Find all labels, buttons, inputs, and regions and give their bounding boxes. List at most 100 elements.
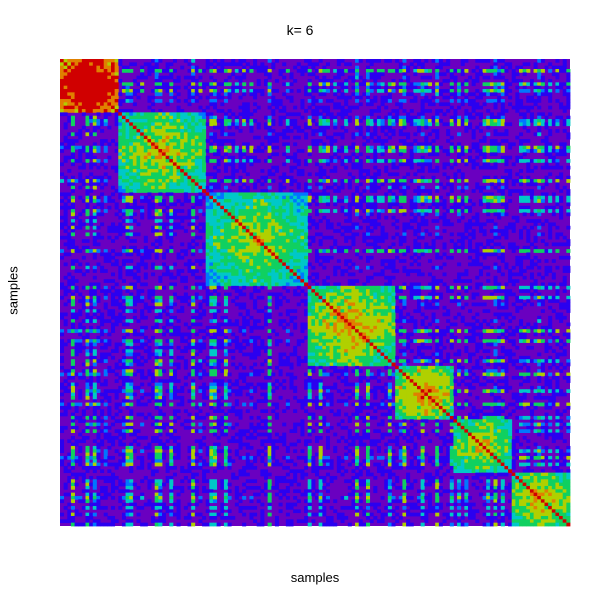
heatmap-cell bbox=[70, 65, 75, 70]
heatmap-cell bbox=[566, 192, 571, 197]
heatmap-cell bbox=[158, 279, 163, 283]
heatmap-cell bbox=[500, 195, 505, 200]
heatmap-cell bbox=[438, 59, 443, 63]
heatmap-cell bbox=[304, 209, 309, 213]
heatmap-cell bbox=[307, 89, 312, 93]
heatmap-cell bbox=[256, 259, 261, 263]
heatmap-cell bbox=[227, 275, 232, 280]
heatmap-cell bbox=[566, 82, 571, 87]
heatmap-cell bbox=[205, 195, 210, 200]
heatmap-cell bbox=[143, 145, 148, 150]
heatmap-cell bbox=[213, 105, 218, 110]
heatmap-cell bbox=[274, 165, 279, 170]
heatmap-cell bbox=[162, 255, 167, 260]
heatmap-cell bbox=[267, 245, 272, 250]
heatmap-cell bbox=[213, 219, 218, 223]
heatmap-cell bbox=[289, 165, 294, 170]
heatmap-cell bbox=[162, 162, 167, 167]
heatmap-cell bbox=[409, 109, 414, 113]
heatmap-cell bbox=[227, 69, 232, 73]
heatmap-cell bbox=[96, 242, 101, 247]
heatmap-cell bbox=[216, 265, 221, 270]
heatmap-cell bbox=[274, 229, 279, 233]
heatmap-cell bbox=[387, 179, 392, 183]
heatmap-cell bbox=[187, 199, 192, 203]
heatmap-cell bbox=[169, 172, 174, 177]
heatmap-cell bbox=[205, 62, 210, 67]
heatmap-cell bbox=[355, 185, 360, 190]
heatmap-cell bbox=[180, 175, 185, 180]
heatmap-cell bbox=[351, 242, 356, 247]
heatmap-cell bbox=[216, 232, 221, 237]
heatmap-cell bbox=[165, 62, 170, 67]
heatmap-cell bbox=[143, 262, 148, 267]
heatmap-cell bbox=[340, 162, 345, 167]
heatmap-cell bbox=[216, 202, 221, 207]
heatmap-cell bbox=[366, 249, 371, 253]
heatmap-cell bbox=[409, 165, 414, 170]
heatmap-cell bbox=[347, 115, 352, 120]
heatmap-cell bbox=[96, 212, 101, 217]
heatmap-cell bbox=[438, 89, 443, 93]
heatmap-cell bbox=[537, 105, 542, 110]
heatmap-cell bbox=[511, 72, 516, 77]
heatmap-cell bbox=[526, 199, 531, 203]
heatmap-cell bbox=[285, 82, 290, 87]
heatmap-cell bbox=[548, 122, 553, 127]
heatmap-cell bbox=[566, 242, 571, 247]
heatmap-cell bbox=[282, 259, 287, 263]
heatmap-cell bbox=[566, 175, 571, 180]
heatmap-cell bbox=[67, 69, 72, 73]
heatmap-cell bbox=[347, 229, 352, 233]
heatmap-cell bbox=[238, 195, 243, 200]
heatmap-cell bbox=[89, 92, 94, 97]
heatmap-cell bbox=[231, 195, 236, 200]
heatmap-cell bbox=[384, 95, 389, 100]
heatmap-cell bbox=[202, 212, 207, 217]
heatmap-cell bbox=[296, 235, 301, 240]
heatmap-cell bbox=[154, 245, 159, 250]
heatmap-cell bbox=[431, 139, 436, 143]
heatmap-cell bbox=[191, 59, 196, 63]
heatmap-cell bbox=[209, 115, 214, 120]
heatmap-cell bbox=[194, 112, 199, 117]
heatmap-cell bbox=[271, 129, 276, 133]
heatmap-cell bbox=[242, 279, 247, 283]
heatmap-cell bbox=[169, 75, 174, 80]
heatmap-cell bbox=[74, 75, 79, 80]
heatmap-cell bbox=[165, 145, 170, 150]
heatmap-cell bbox=[289, 242, 294, 247]
heatmap-cell bbox=[493, 99, 498, 103]
heatmap-cell bbox=[417, 195, 422, 200]
heatmap-cell bbox=[344, 102, 349, 107]
heatmap-cell bbox=[366, 125, 371, 130]
heatmap-cell bbox=[274, 195, 279, 200]
heatmap-cell bbox=[125, 139, 130, 143]
heatmap-cell bbox=[111, 79, 116, 83]
heatmap-cell bbox=[187, 129, 192, 133]
heatmap-cell bbox=[92, 182, 97, 187]
heatmap-cell bbox=[96, 92, 101, 97]
heatmap-cell bbox=[187, 82, 192, 87]
heatmap-cell bbox=[431, 265, 436, 270]
heatmap-cell bbox=[125, 89, 130, 93]
heatmap-cell bbox=[143, 185, 148, 190]
heatmap-cell bbox=[216, 245, 221, 250]
heatmap-cell bbox=[497, 112, 502, 117]
heatmap-cell bbox=[169, 125, 174, 130]
heatmap-cell bbox=[304, 69, 309, 73]
heatmap-cell bbox=[245, 145, 250, 150]
heatmap-cell bbox=[351, 145, 356, 150]
heatmap-cell bbox=[486, 115, 491, 120]
heatmap-cell bbox=[384, 105, 389, 110]
heatmap-cell bbox=[420, 145, 425, 150]
heatmap-cell bbox=[293, 142, 298, 147]
heatmap-cell bbox=[468, 115, 473, 120]
heatmap-cell bbox=[154, 145, 159, 150]
heatmap-cell bbox=[220, 245, 225, 250]
heatmap-cell bbox=[384, 249, 389, 253]
heatmap-cell bbox=[220, 275, 225, 280]
heatmap-cell bbox=[118, 119, 123, 123]
heatmap-cell bbox=[249, 232, 254, 237]
heatmap-cell bbox=[548, 119, 553, 123]
